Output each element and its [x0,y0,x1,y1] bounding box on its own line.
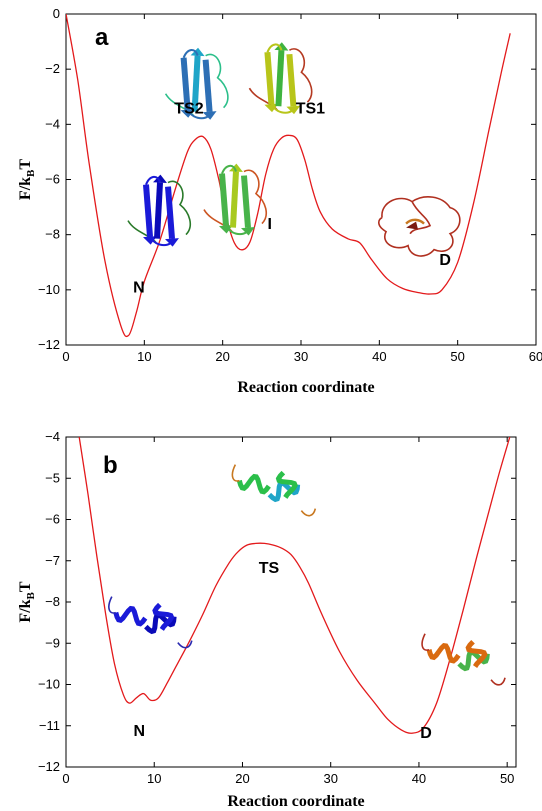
y-tick-label: −2 [45,61,60,76]
x-tick-label: 50 [450,349,464,364]
y-tick-label: 0 [53,6,60,21]
state-label-d: D [420,725,432,742]
strand-arrowhead [264,103,279,113]
panel-label: a [95,24,109,51]
y-tick-label: −9 [45,635,60,650]
y-axis-label-main: F/k [17,599,34,622]
strand-arrowhead [143,236,157,245]
beta-strand [191,55,201,112]
y-tick-label: −7 [45,553,60,568]
x-tick-label: 30 [323,771,337,786]
x-tick-label: 40 [372,349,386,364]
alpha-helix [236,473,271,495]
state-label-i: I [267,216,271,233]
y-tick-label: −8 [45,594,60,609]
coil-segment [378,196,461,257]
intermediate-beta-structure [203,163,268,236]
beta-strand [240,175,251,228]
y-axis-label-sub: B [25,591,37,599]
y-tick-label: −4 [45,429,60,444]
strand-arrowhead [219,225,233,234]
alpha-helix [152,602,175,631]
y-axis-label: F/kBT [17,581,37,622]
x-tick-label: 20 [235,771,249,786]
strand-turn [182,48,211,120]
denatured-helix-structure [421,633,506,686]
coil-segment [231,464,317,517]
alpha-helix [275,470,298,499]
state-label-d: D [439,252,451,269]
beta-strand [229,171,239,228]
panel-label: b [103,452,118,479]
alpha-helix [465,640,488,668]
y-axis-label-sub: B [25,169,37,177]
ts-helix-structure [231,464,317,517]
x-tick-label: 60 [529,349,542,364]
y-tick-label: −11 [39,718,60,733]
x-tick-label: 0 [62,349,69,364]
x-tick-label: 0 [62,771,69,786]
beta-strand [286,53,297,107]
strand-arrowhead [180,109,195,118]
y-tick-label: −10 [38,677,60,692]
y-axis-label-tail: T [17,159,34,170]
y-axis-label-tail: T [17,581,34,592]
x-tick-label: 20 [215,349,229,364]
state-label-n: N [133,280,145,297]
y-tick-label: −6 [45,172,60,187]
strand-turn [221,164,249,236]
beta-strand [202,59,213,112]
y-tick-label: −8 [45,227,60,242]
x-tick-label: 40 [412,771,426,786]
x-tick-label: 10 [147,771,161,786]
strand-arrowhead [190,47,205,57]
plot-frame [65,436,517,768]
beta-strand [218,173,229,226]
x-tick-label: 30 [294,349,308,364]
state-label-ts: TS [259,560,280,577]
beta-strand [180,57,191,110]
y-tick-label: −6 [45,512,60,527]
ts2-beta-structure [164,47,229,120]
x-axis-label: Reaction coordinate [237,379,374,396]
x-tick-label: 10 [137,349,151,364]
panel-b: 0 10 20 30 40 50 −4 −5 −6 −7 −8 −9 −10 −11 −12 Reaction… [17,429,517,810]
strand-arrowhead [274,42,289,51]
y-tick-label: −10 [38,282,60,297]
y-tick-label: −12 [38,759,60,774]
coil-segment [405,218,425,225]
ts1-beta-structure [248,42,313,115]
state-label-ts2: TS2 [174,100,203,117]
panel-a: 0 10 20 30 40 50 60 0 −2 −4 −6 −8 −10 −12 Reaction coo… [17,6,542,396]
strand-arrowhead [228,163,243,172]
y-tick-label: −5 [45,470,60,485]
x-tick-label: 50 [500,771,514,786]
y-tick-label: −12 [38,337,60,352]
beta-strand [154,182,163,239]
coil-segment [108,596,193,649]
strand-arrowhead [153,174,167,183]
alpha-helix [426,643,461,664]
beta-strand [143,184,153,237]
free-energy-curve [78,437,511,734]
strand-turn [266,43,295,114]
y-tick-label: −4 [45,116,60,131]
y-axis-label-main: F/k [17,177,34,200]
beta-strand [275,50,285,107]
coil-arrow [406,221,419,230]
denatured-coil-structure [378,196,461,257]
beta-strand [165,186,175,239]
beta-strand [264,51,275,105]
state-label-ts1: TS1 [296,100,325,117]
strand-turn [145,175,174,247]
y-axis-label: F/kBT [17,159,37,200]
x-axis-label: Reaction coordinate [227,793,364,810]
free-energy-curve [66,14,511,338]
alpha-helix [113,605,148,627]
native-helix-structure [108,596,193,649]
native-beta-structure [127,174,192,247]
state-label-n: N [133,723,145,740]
coil-segment [421,633,506,686]
